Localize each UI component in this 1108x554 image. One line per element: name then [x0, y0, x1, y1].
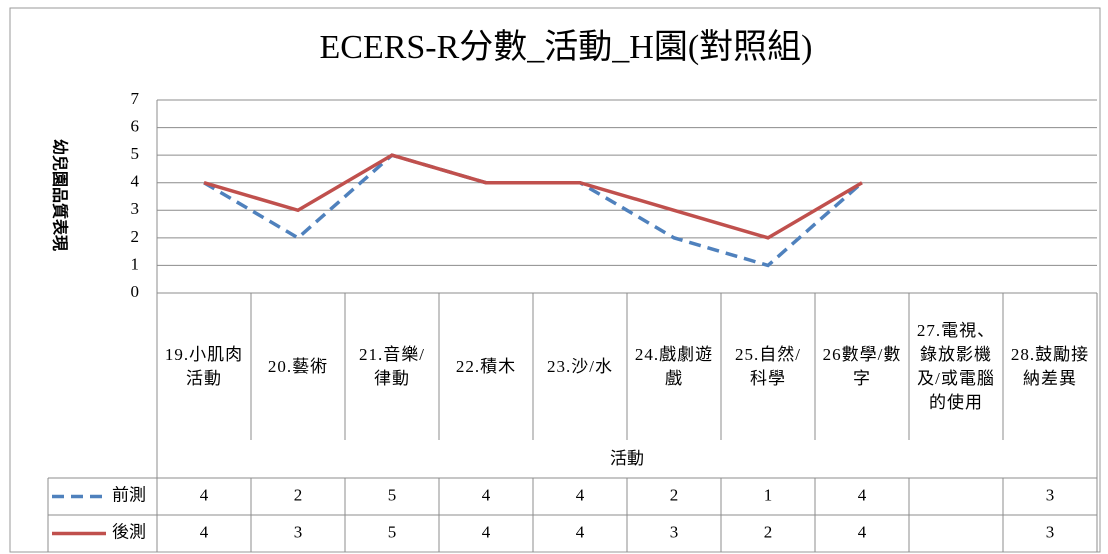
- y-tick-label: 7: [131, 89, 140, 108]
- category-label: 28.鼓勵接納差異: [1010, 344, 1090, 388]
- table-value: 4: [482, 485, 491, 504]
- series-line: [203, 153, 864, 268]
- x-axis-label: 活動: [610, 449, 644, 468]
- table-value: 1: [764, 485, 773, 504]
- y-axis-label: 幼兒園品質表現: [50, 139, 69, 251]
- category-label: 23.沙/水: [547, 356, 613, 376]
- table-value: 3: [1046, 485, 1055, 504]
- table-value: 4: [200, 522, 209, 541]
- category-label: 26數學/數字: [822, 344, 902, 388]
- table-value: 2: [764, 522, 773, 541]
- y-tick-label: 4: [131, 172, 140, 191]
- category-label: 21.音樂/律動: [359, 344, 425, 388]
- y-tick-label: 1: [131, 254, 140, 273]
- category-label: 22.積木: [455, 356, 517, 376]
- table-value: 3: [1046, 522, 1055, 541]
- y-tick-label: 3: [131, 199, 140, 218]
- series-line: [203, 153, 863, 240]
- category-label: 19.小肌肉活動: [164, 344, 244, 388]
- table-value: 4: [200, 485, 209, 504]
- table-value: 4: [482, 522, 491, 541]
- chart-border: [9, 7, 1101, 553]
- table-value: 5: [388, 522, 397, 541]
- category-label: 27.電視、錄放影機及/或電腦的使用: [916, 320, 996, 412]
- table-value: 2: [294, 485, 303, 504]
- category-label: 20.藝術: [267, 356, 329, 376]
- table-value: 4: [576, 522, 585, 541]
- table-value: 2: [670, 485, 679, 504]
- table-value: 3: [670, 522, 679, 541]
- table-value: 4: [576, 485, 585, 504]
- table-value: 4: [858, 522, 867, 541]
- y-tick-label: 5: [131, 144, 140, 163]
- y-tick-label: 6: [131, 116, 140, 135]
- chart-title: ECERS-R分數_活動_H園(對照組): [320, 28, 813, 66]
- legend-label: 後測: [112, 522, 146, 541]
- legend-label: 前測: [112, 485, 146, 504]
- table-value: 5: [388, 485, 397, 504]
- category-label: 25.自然/科學: [735, 344, 801, 388]
- category-label: 24.戲劇遊戲: [634, 344, 714, 388]
- table-value: 4: [858, 485, 867, 504]
- y-tick-label: 2: [131, 227, 140, 246]
- y-tick-label: 0: [131, 282, 140, 301]
- table-value: 3: [294, 522, 303, 541]
